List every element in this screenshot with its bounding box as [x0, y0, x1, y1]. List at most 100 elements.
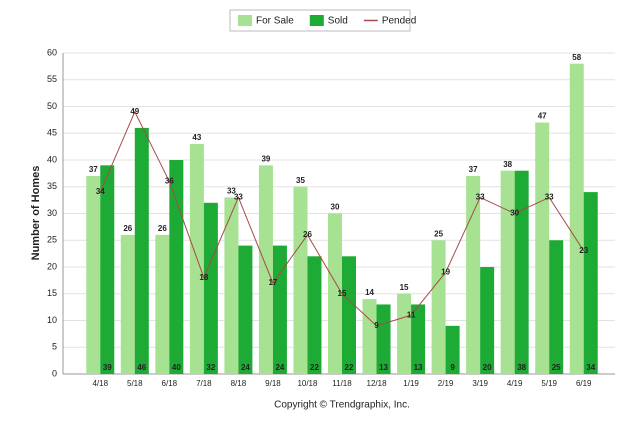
legend-label: Pended: [382, 16, 416, 27]
bar: [583, 192, 598, 374]
value-label: 49: [130, 107, 139, 116]
value-label: 36: [165, 177, 174, 186]
bar: [307, 256, 322, 374]
bar: [569, 63, 584, 374]
bar: [397, 293, 412, 374]
value-label: 33: [476, 193, 485, 202]
y-axis-label: Number of Homes: [30, 166, 42, 261]
value-label: 17: [268, 278, 277, 287]
bar: [362, 299, 377, 374]
bar: [549, 240, 564, 374]
value-label: 33: [227, 187, 236, 196]
y-tick-label: 60: [47, 47, 57, 57]
value-label: 26: [158, 224, 167, 233]
value-label: 15: [338, 289, 347, 298]
bar: [100, 165, 115, 374]
value-label: 46: [137, 363, 146, 372]
value-label: 30: [510, 209, 519, 218]
x-tick-label: 2/19: [438, 379, 454, 388]
y-tick-label: 35: [47, 181, 57, 191]
x-tick-label: 10/18: [297, 379, 318, 388]
x-tick-label: 6/18: [162, 379, 178, 388]
y-tick-label: 25: [47, 235, 57, 245]
value-label: 30: [331, 203, 340, 212]
value-label: 32: [206, 363, 215, 372]
value-label: 19: [441, 267, 450, 276]
bar: [155, 234, 170, 374]
bar: [86, 176, 101, 374]
value-label: 58: [572, 53, 581, 62]
bar: [203, 202, 218, 374]
value-label: 33: [234, 193, 243, 202]
bar: [169, 160, 184, 374]
value-label: 20: [483, 363, 492, 372]
x-tick-label: 8/18: [231, 379, 247, 388]
bar: [411, 304, 426, 374]
value-label: 37: [89, 165, 98, 174]
value-label: 9: [374, 321, 379, 330]
value-label: 18: [199, 273, 208, 282]
bar: [120, 234, 135, 374]
bar: [293, 186, 308, 374]
bar: [328, 213, 342, 374]
bar: [445, 325, 460, 374]
bar: [480, 267, 495, 374]
y-tick-label: 20: [47, 261, 57, 271]
value-label: 11: [407, 310, 416, 319]
value-label: 22: [345, 363, 354, 372]
value-label: 23: [579, 246, 588, 255]
y-tick-label: 0: [52, 368, 57, 378]
y-tick-label: 5: [52, 342, 57, 352]
bar: [500, 170, 515, 374]
bar: [376, 304, 391, 374]
value-label: 47: [538, 112, 547, 121]
value-label: 38: [503, 160, 512, 169]
bar: [431, 240, 446, 374]
x-tick-label: 5/19: [541, 379, 557, 388]
value-label: 24: [241, 363, 250, 372]
bar: [258, 165, 273, 374]
x-tick-label: 7/18: [196, 379, 212, 388]
legend-swatch: [238, 15, 252, 26]
x-tick-label: 9/18: [265, 379, 281, 388]
x-tick-label: 3/19: [472, 379, 488, 388]
legend-swatch: [309, 15, 324, 26]
value-label: 43: [192, 133, 201, 142]
value-label: 14: [365, 288, 374, 297]
y-tick-label: 30: [47, 208, 57, 218]
value-label: 39: [261, 154, 270, 163]
line: [99, 110, 585, 327]
value-label: 13: [414, 363, 423, 372]
value-label: 40: [172, 363, 181, 372]
bar: [134, 127, 149, 375]
x-tick-label: 4/18: [92, 379, 108, 388]
legend-label: Sold: [328, 16, 348, 27]
value-label: 38: [517, 363, 526, 372]
legend-label: For Sale: [256, 16, 294, 27]
value-label: 25: [552, 363, 561, 372]
value-label: 34: [586, 363, 595, 372]
value-label: 26: [303, 230, 312, 239]
bar: [224, 197, 239, 374]
x-tick-label: 6/19: [576, 379, 592, 388]
y-tick-label: 45: [47, 128, 57, 138]
x-tick-label: 1/19: [403, 379, 419, 388]
value-label: 37: [469, 165, 478, 174]
value-label: 13: [379, 363, 388, 372]
bar: [238, 245, 253, 374]
value-label: 34: [96, 187, 105, 196]
value-label: 9: [450, 363, 455, 372]
value-label: 35: [296, 176, 305, 185]
y-tick-label: 55: [47, 74, 57, 84]
y-tick-label: 50: [47, 101, 57, 111]
value-label: 15: [400, 283, 409, 292]
bar: [466, 176, 481, 374]
value-label: 33: [545, 193, 554, 202]
value-label: 24: [275, 363, 284, 372]
value-label: 25: [434, 229, 443, 238]
x-tick-label: 12/18: [367, 379, 388, 388]
bar: [514, 170, 529, 374]
value-label: 22: [310, 363, 319, 372]
